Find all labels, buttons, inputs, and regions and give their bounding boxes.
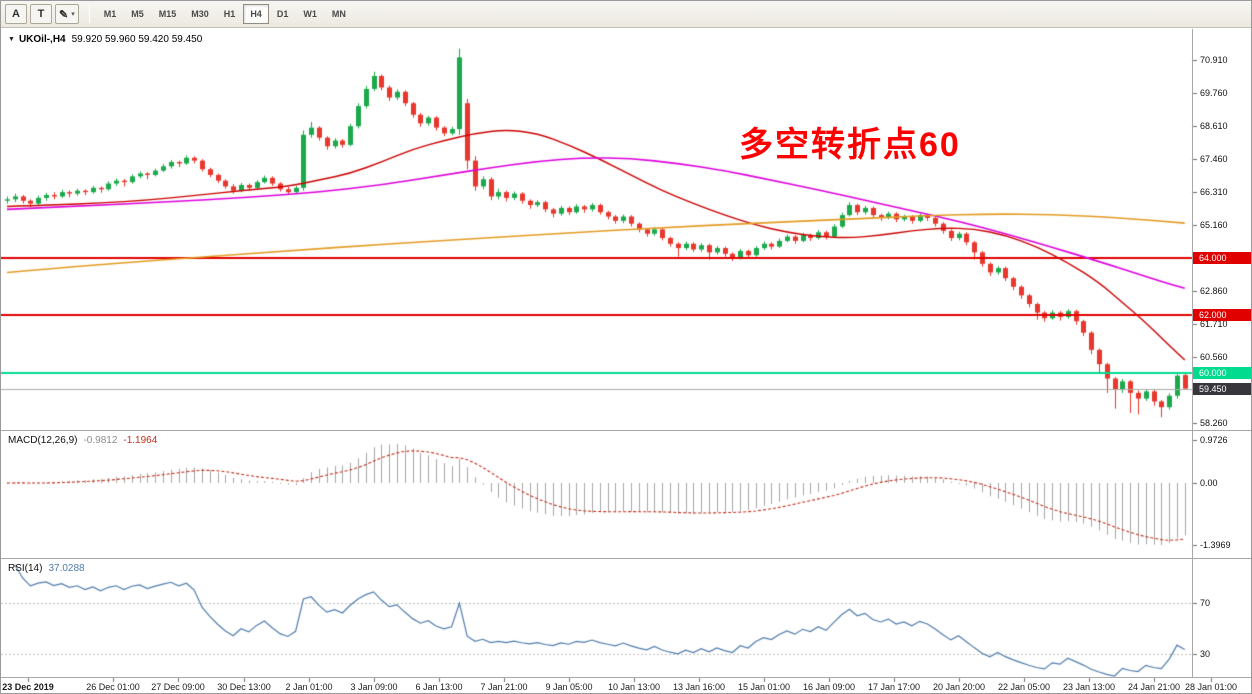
main-chart-pane[interactable]	[1, 29, 1192, 430]
time-axis-label: 23 Dec 2019	[2, 682, 54, 692]
price-badge-64.000: 64.000	[1193, 252, 1251, 265]
price-tick-label: 58.260	[1200, 417, 1228, 428]
timeframe-button-d1[interactable]: D1	[270, 4, 296, 24]
price-scale-border	[1192, 29, 1193, 678]
time-axis-label: 27 Dec 09:00	[151, 682, 205, 692]
pencil-icon: ✎	[59, 8, 69, 21]
time-axis-label: 9 Jan 05:00	[545, 682, 593, 692]
price-badge-62.000: 62.000	[1193, 309, 1251, 322]
time-axis-label: 28 Jan 01:00	[1184, 682, 1238, 692]
time-axis-label: 24 Jan 21:00	[1127, 682, 1181, 692]
timeframe-button-m15[interactable]: M15	[152, 4, 184, 24]
time-axis-label: 15 Jan 01:00	[737, 682, 791, 692]
rsi-pane[interactable]	[1, 559, 1192, 677]
macd-signal-value: -1.1964	[123, 435, 158, 446]
price-tick-label: 60.560	[1200, 351, 1228, 362]
price-tick-label: 62.860	[1200, 285, 1228, 296]
price-tick-label: 61.710	[1200, 318, 1228, 329]
time-axis-label: 3 Jan 09:00	[350, 682, 398, 692]
macd-scale-label: -1.3969	[1200, 539, 1231, 550]
price-scale[interactable]: 70.910 69.760 68.610 67.460 66.310 65.160 64.0…	[1193, 29, 1251, 678]
macd-scale-label: 0.00	[1200, 478, 1218, 488]
rsi-value: 37.0288	[48, 563, 85, 574]
time-axis-label: 30 Dec 13:00	[217, 682, 271, 692]
time-axis-label: 2 Jan 01:00	[285, 682, 333, 692]
toolbar-button-text-tool[interactable]: T	[30, 4, 52, 24]
chart-header: ▼ UKOil-,H4 59.920 59.960 59.420 59.450	[8, 34, 202, 45]
rsi-header: RSI(14) 37.0288	[8, 563, 85, 574]
pane-separator-rsi-axis	[1, 677, 1251, 678]
time-axis-label: 7 Jan 21:00	[480, 682, 528, 692]
time-axis-label: 13 Jan 16:00	[672, 682, 726, 692]
macd-header: MACD(12,26,9) -0.9812 -1.1964	[8, 435, 157, 446]
macd-title: MACD(12,26,9)	[8, 435, 78, 446]
price-tick-label: 65.160	[1200, 219, 1228, 230]
collapse-arrow-icon[interactable]: ▼	[8, 36, 15, 43]
macd-main-value: -0.9812	[83, 435, 118, 446]
timeframe-button-m30[interactable]: M30	[184, 4, 216, 24]
text-tool-icon: T	[37, 8, 45, 20]
chevron-down-icon: ▾	[71, 11, 75, 18]
toolbar-button-drawing-dropdown[interactable]: ✎ ▾	[55, 4, 79, 24]
time-axis-label: 16 Jan 09:00	[802, 682, 856, 692]
symbol-title: UKOil-,H4	[18, 34, 66, 45]
chart-annotation[interactable]: 多空转折点60	[739, 126, 961, 164]
price-tick-label: 68.610	[1200, 120, 1228, 131]
timeframe-button-m1[interactable]: M1	[97, 4, 124, 24]
timeframe-button-m5[interactable]: M5	[124, 4, 151, 24]
timeframe-button-w1[interactable]: W1	[296, 4, 324, 24]
timeframe-group: M1 M5 M15 M30 H1 H4 D1 W1 MN	[97, 4, 354, 24]
time-axis[interactable]: 23 Dec 2019 26 Dec 01:00 27 Dec 09:00 30 De…	[1, 678, 1251, 693]
price-tick-label: 67.460	[1200, 153, 1228, 164]
price-badge-60.000: 60.000	[1193, 366, 1251, 379]
pane-separator-macd-rsi[interactable]	[1, 558, 1251, 559]
time-axis-label: 10 Jan 13:00	[607, 682, 661, 692]
ohlc-quote: 59.920 59.960 59.420 59.450	[71, 34, 203, 45]
timeframe-button-h4[interactable]: H4	[243, 4, 269, 24]
rsi-title: RSI(14)	[8, 563, 43, 574]
time-axis-label: 20 Jan 20:00	[932, 682, 986, 692]
macd-scale-label: 0.9726	[1200, 434, 1228, 445]
time-axis-label: 26 Dec 01:00	[86, 682, 140, 692]
time-axis-label: 6 Jan 13:00	[415, 682, 463, 692]
macd-pane[interactable]	[1, 431, 1192, 558]
rsi-scale-label: 70	[1200, 598, 1211, 608]
toolbar-button-label-tool[interactable]: A	[5, 4, 27, 24]
pane-separator-main-macd[interactable]	[1, 430, 1251, 431]
price-tick-label: 66.310	[1200, 186, 1228, 197]
time-axis-label: 22 Jan 05:00	[997, 682, 1051, 692]
label-tool-icon: A	[12, 8, 20, 20]
price-tick-label: 70.910	[1200, 54, 1228, 65]
toolbar-separator	[88, 5, 90, 23]
rsi-scale-label: 30	[1200, 649, 1211, 659]
time-axis-label: 23 Jan 13:00	[1062, 682, 1116, 692]
price-badge-59.450: 59.450	[1193, 382, 1251, 395]
timeframe-button-h1[interactable]: H1	[217, 4, 243, 24]
price-tick-label: 69.760	[1200, 87, 1228, 98]
timeframe-button-mn[interactable]: MN	[325, 4, 353, 24]
time-axis-label: 17 Jan 17:00	[867, 682, 921, 692]
toolbar: A T ✎ ▾ M1 M5 M15 M30 H1 H4 D1 W1 MN	[1, 1, 1251, 28]
